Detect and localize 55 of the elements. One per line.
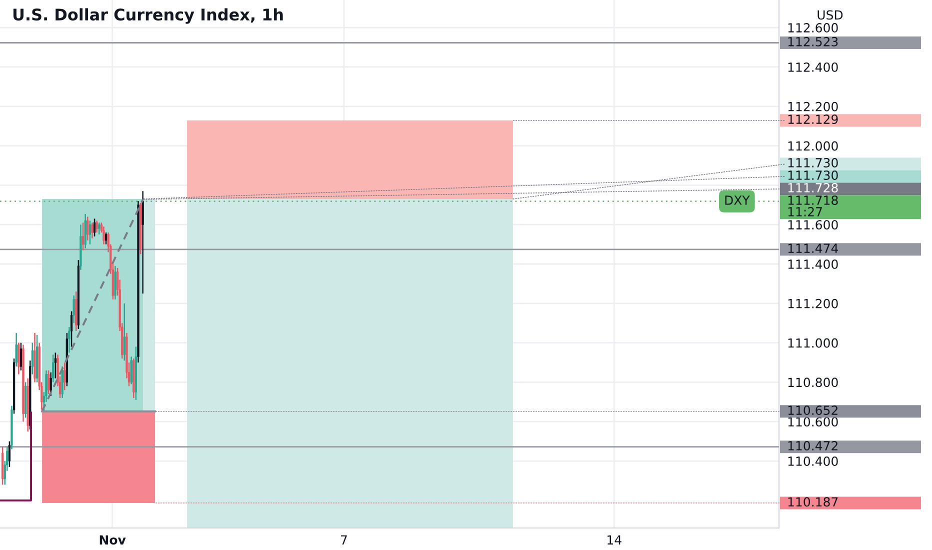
- candlestick: [8, 440, 11, 468]
- candlestick: [88, 220, 92, 245]
- candlestick: [91, 222, 94, 240]
- candlestick: [18, 342, 20, 375]
- x-tick-label: 14: [608, 535, 622, 544]
- candlestick: [64, 362, 66, 391]
- y-tick-label: 111.400: [788, 259, 838, 269]
- text: U.S. Dollar Currency Index, 1h: [13, 8, 283, 24]
- ref-line-label: 111.474: [788, 244, 838, 253]
- ref-line-label: 112.523: [788, 36, 838, 46]
- y-axis-title: USD: [818, 10, 843, 20]
- y-tick-label: 112.200: [788, 102, 838, 112]
- candlestick: [123, 302, 126, 362]
- annotation: DXY: [725, 196, 750, 205]
- annotation: 110.187: [788, 497, 838, 507]
- candlestick: [47, 370, 50, 395]
- candlestick: [68, 326, 70, 354]
- candlestick: [142, 190, 144, 294]
- candlestick: [84, 213, 86, 249]
- candlestick: [50, 372, 52, 397]
- annotation: 112.129: [788, 114, 838, 124]
- x-tick-label: Nov: [100, 535, 126, 545]
- candlestick: [52, 354, 54, 383]
- annotation: 111.730: [788, 158, 838, 168]
- ref-line-label: 111.718 11:27: [788, 196, 838, 216]
- y-tick-label: 111.600: [788, 220, 838, 230]
- candlestick: [98, 222, 100, 236]
- candlestick: [86, 216, 89, 241]
- y-tick-label: 110.800: [788, 378, 838, 388]
- candlestick: [72, 294, 75, 324]
- y-tick-label: 112.000: [788, 141, 838, 151]
- ref-line-label: 110.472: [788, 441, 838, 450]
- candlestick: [54, 352, 57, 379]
- candlestick: [130, 356, 132, 385]
- candlestick: [96, 220, 98, 234]
- candlestick: [93, 218, 96, 238]
- annotation: 111.730: [788, 170, 838, 180]
- y-tick-label: 112.400: [788, 62, 838, 72]
- candlestick: [70, 310, 73, 348]
- x-tick-label: 7: [341, 535, 347, 544]
- candlestick: [20, 342, 22, 372]
- candlestick: [15, 332, 18, 368]
- y-tick-label: 110.600: [788, 417, 838, 427]
- annotation: 110.652: [788, 406, 838, 415]
- candlestick: [102, 226, 105, 245]
- candlestick: [82, 222, 84, 251]
- y-tick-label: 111.000: [788, 338, 838, 348]
- y-tick-label: 112.600: [788, 23, 838, 33]
- y-tick-label: 110.400: [788, 456, 838, 466]
- annotation: 111.728: [788, 183, 838, 192]
- candlestick: [104, 232, 108, 245]
- candlestick: [31, 342, 34, 375]
- candlestick: [61, 366, 64, 399]
- y-tick-label: 111.200: [788, 298, 838, 308]
- candlestick: [114, 265, 116, 300]
